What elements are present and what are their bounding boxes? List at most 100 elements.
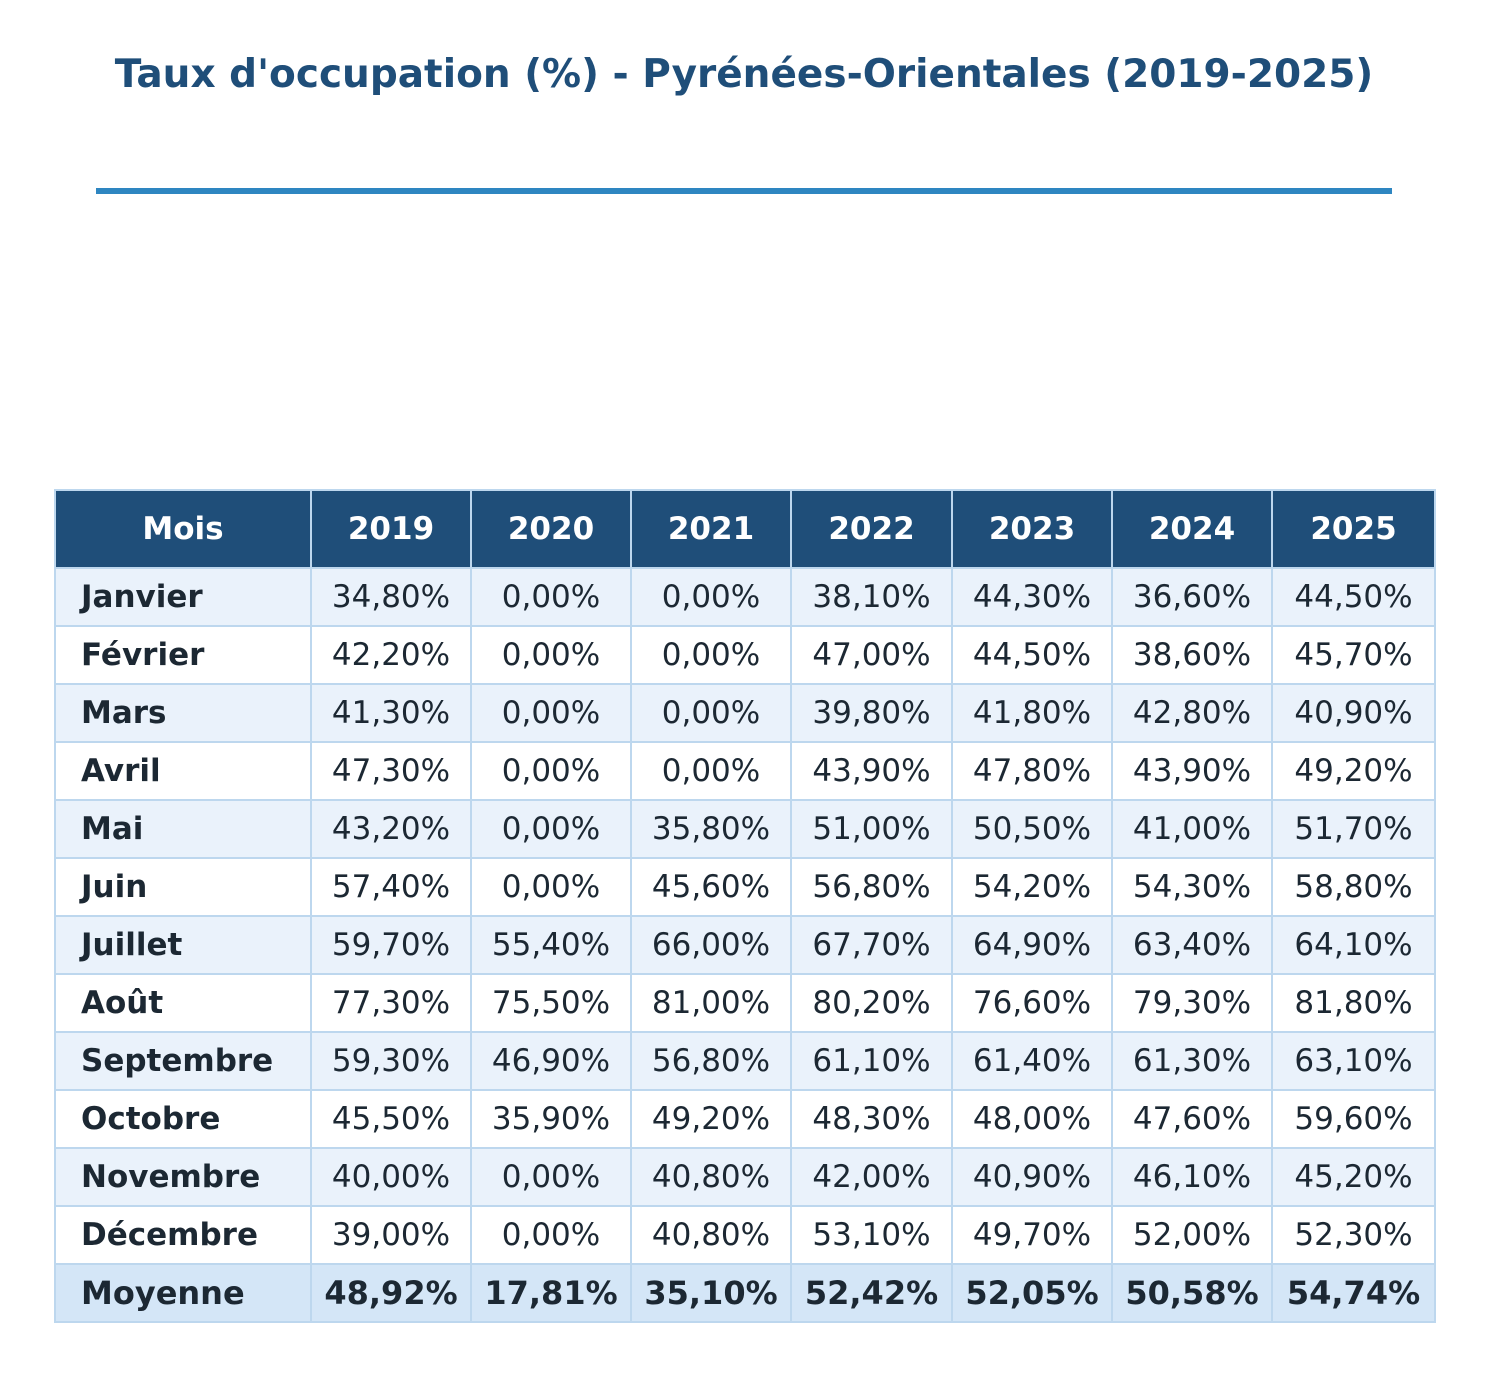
value-cell: 40,90% xyxy=(951,1147,1113,1207)
column-header-year: 2023 xyxy=(951,489,1113,569)
value-cell: 40,90% xyxy=(1271,683,1436,743)
value-cell: 49,20% xyxy=(1271,741,1436,801)
column-header-year: 2019 xyxy=(310,489,472,569)
average-label: Moyenne xyxy=(54,1263,312,1323)
value-cell: 42,00% xyxy=(790,1147,953,1207)
table-row: Février 42,20% 0,00% 0,00% 47,00% 44,50% 38,60… xyxy=(54,625,1436,685)
table-row: Juin 57,40% 0,00% 45,60% 56,80% 54,20% 54,30% 5… xyxy=(54,857,1436,917)
value-cell: 0,00% xyxy=(470,857,632,917)
average-cell: 50,58% xyxy=(1111,1263,1273,1323)
value-cell: 59,30% xyxy=(310,1031,472,1091)
value-cell: 41,00% xyxy=(1111,799,1273,859)
month-label: Novembre xyxy=(54,1147,312,1207)
value-cell: 67,70% xyxy=(790,915,953,975)
value-cell: 51,70% xyxy=(1271,799,1436,859)
value-cell: 59,70% xyxy=(310,915,472,975)
value-cell: 0,00% xyxy=(470,799,632,859)
value-cell: 44,30% xyxy=(951,567,1113,627)
column-header-year: 2024 xyxy=(1111,489,1273,569)
occupancy-table: Mois 2019 2020 2021 2022 2023 2024 2025 Janvier… xyxy=(54,489,1436,1323)
value-cell: 47,80% xyxy=(951,741,1113,801)
table-row: Octobre 45,50% 35,90% 49,20% 48,30% 48,00% 47,… xyxy=(54,1089,1436,1149)
value-cell: 81,00% xyxy=(630,973,792,1033)
value-cell: 57,40% xyxy=(310,857,472,917)
value-cell: 0,00% xyxy=(630,567,792,627)
value-cell: 61,30% xyxy=(1111,1031,1273,1091)
table-row: Septembre 59,30% 46,90% 56,80% 61,10% 61,40% 6… xyxy=(54,1031,1436,1091)
value-cell: 76,60% xyxy=(951,973,1113,1033)
average-cell: 54,74% xyxy=(1271,1263,1436,1323)
average-cell: 35,10% xyxy=(630,1263,792,1323)
value-cell: 52,00% xyxy=(1111,1205,1273,1265)
value-cell: 40,00% xyxy=(310,1147,472,1207)
value-cell: 59,60% xyxy=(1271,1089,1436,1149)
value-cell: 52,30% xyxy=(1271,1205,1436,1265)
value-cell: 0,00% xyxy=(470,741,632,801)
month-label: Janvier xyxy=(54,567,312,627)
value-cell: 38,10% xyxy=(790,567,953,627)
table-body: Janvier 34,80% 0,00% 0,00% 38,10% 44,30% 36,60… xyxy=(54,567,1436,1323)
value-cell: 45,70% xyxy=(1271,625,1436,685)
value-cell: 64,10% xyxy=(1271,915,1436,975)
table-row: Janvier 34,80% 0,00% 0,00% 38,10% 44,30% 36,60… xyxy=(54,567,1436,627)
value-cell: 35,90% xyxy=(470,1089,632,1149)
value-cell: 54,30% xyxy=(1111,857,1273,917)
value-cell: 64,90% xyxy=(951,915,1113,975)
table-row: Mars 41,30% 0,00% 0,00% 39,80% 41,80% 42,80% 40… xyxy=(54,683,1436,743)
value-cell: 0,00% xyxy=(470,567,632,627)
value-cell: 39,00% xyxy=(310,1205,472,1265)
value-cell: 51,00% xyxy=(790,799,953,859)
column-header-year: 2021 xyxy=(630,489,792,569)
value-cell: 35,80% xyxy=(630,799,792,859)
value-cell: 0,00% xyxy=(470,1205,632,1265)
value-cell: 53,10% xyxy=(790,1205,953,1265)
value-cell: 80,20% xyxy=(790,973,953,1033)
value-cell: 81,80% xyxy=(1271,973,1436,1033)
value-cell: 63,10% xyxy=(1271,1031,1436,1091)
value-cell: 41,30% xyxy=(310,683,472,743)
column-header-month: Mois xyxy=(54,489,312,569)
value-cell: 45,20% xyxy=(1271,1147,1436,1207)
month-label: Décembre xyxy=(54,1205,312,1265)
value-cell: 45,60% xyxy=(630,857,792,917)
value-cell: 49,20% xyxy=(630,1089,792,1149)
value-cell: 38,60% xyxy=(1111,625,1273,685)
value-cell: 34,80% xyxy=(310,567,472,627)
value-cell: 50,50% xyxy=(951,799,1113,859)
value-cell: 66,00% xyxy=(630,915,792,975)
value-cell: 77,30% xyxy=(310,973,472,1033)
table-row: Juillet 59,70% 55,40% 66,00% 67,70% 64,90% 63,… xyxy=(54,915,1436,975)
table-title: Taux d'occupation (%) - Pyrénées-Orienta… xyxy=(114,52,1374,97)
value-cell: 0,00% xyxy=(470,1147,632,1207)
value-cell: 0,00% xyxy=(470,683,632,743)
month-label: Mai xyxy=(54,799,312,859)
value-cell: 48,30% xyxy=(790,1089,953,1149)
month-label: Avril xyxy=(54,741,312,801)
value-cell: 63,40% xyxy=(1111,915,1273,975)
value-cell: 0,00% xyxy=(630,683,792,743)
value-cell: 46,10% xyxy=(1111,1147,1273,1207)
value-cell: 39,80% xyxy=(790,683,953,743)
value-cell: 40,80% xyxy=(630,1147,792,1207)
value-cell: 56,80% xyxy=(630,1031,792,1091)
average-cell: 48,92% xyxy=(310,1263,472,1323)
table-row: Décembre 39,00% 0,00% 40,80% 53,10% 49,70% 52,… xyxy=(54,1205,1436,1265)
value-cell: 36,60% xyxy=(1111,567,1273,627)
header-row: Mois 2019 2020 2021 2022 2023 2024 2025 xyxy=(54,489,1436,569)
value-cell: 55,40% xyxy=(470,915,632,975)
table-row: Mai 43,20% 0,00% 35,80% 51,00% 50,50% 41,00% 51… xyxy=(54,799,1436,859)
value-cell: 46,90% xyxy=(470,1031,632,1091)
table-row: Novembre 40,00% 0,00% 40,80% 42,00% 40,90% 46,… xyxy=(54,1147,1436,1207)
value-cell: 79,30% xyxy=(1111,973,1273,1033)
value-cell: 43,90% xyxy=(1111,741,1273,801)
value-cell: 42,20% xyxy=(310,625,472,685)
title-divider xyxy=(96,188,1392,194)
month-label: Mars xyxy=(54,683,312,743)
value-cell: 47,60% xyxy=(1111,1089,1273,1149)
average-cell: 52,42% xyxy=(790,1263,953,1323)
value-cell: 44,50% xyxy=(951,625,1113,685)
value-cell: 41,80% xyxy=(951,683,1113,743)
value-cell: 58,80% xyxy=(1271,857,1436,917)
average-cell: 17,81% xyxy=(470,1263,632,1323)
column-header-year: 2020 xyxy=(470,489,632,569)
